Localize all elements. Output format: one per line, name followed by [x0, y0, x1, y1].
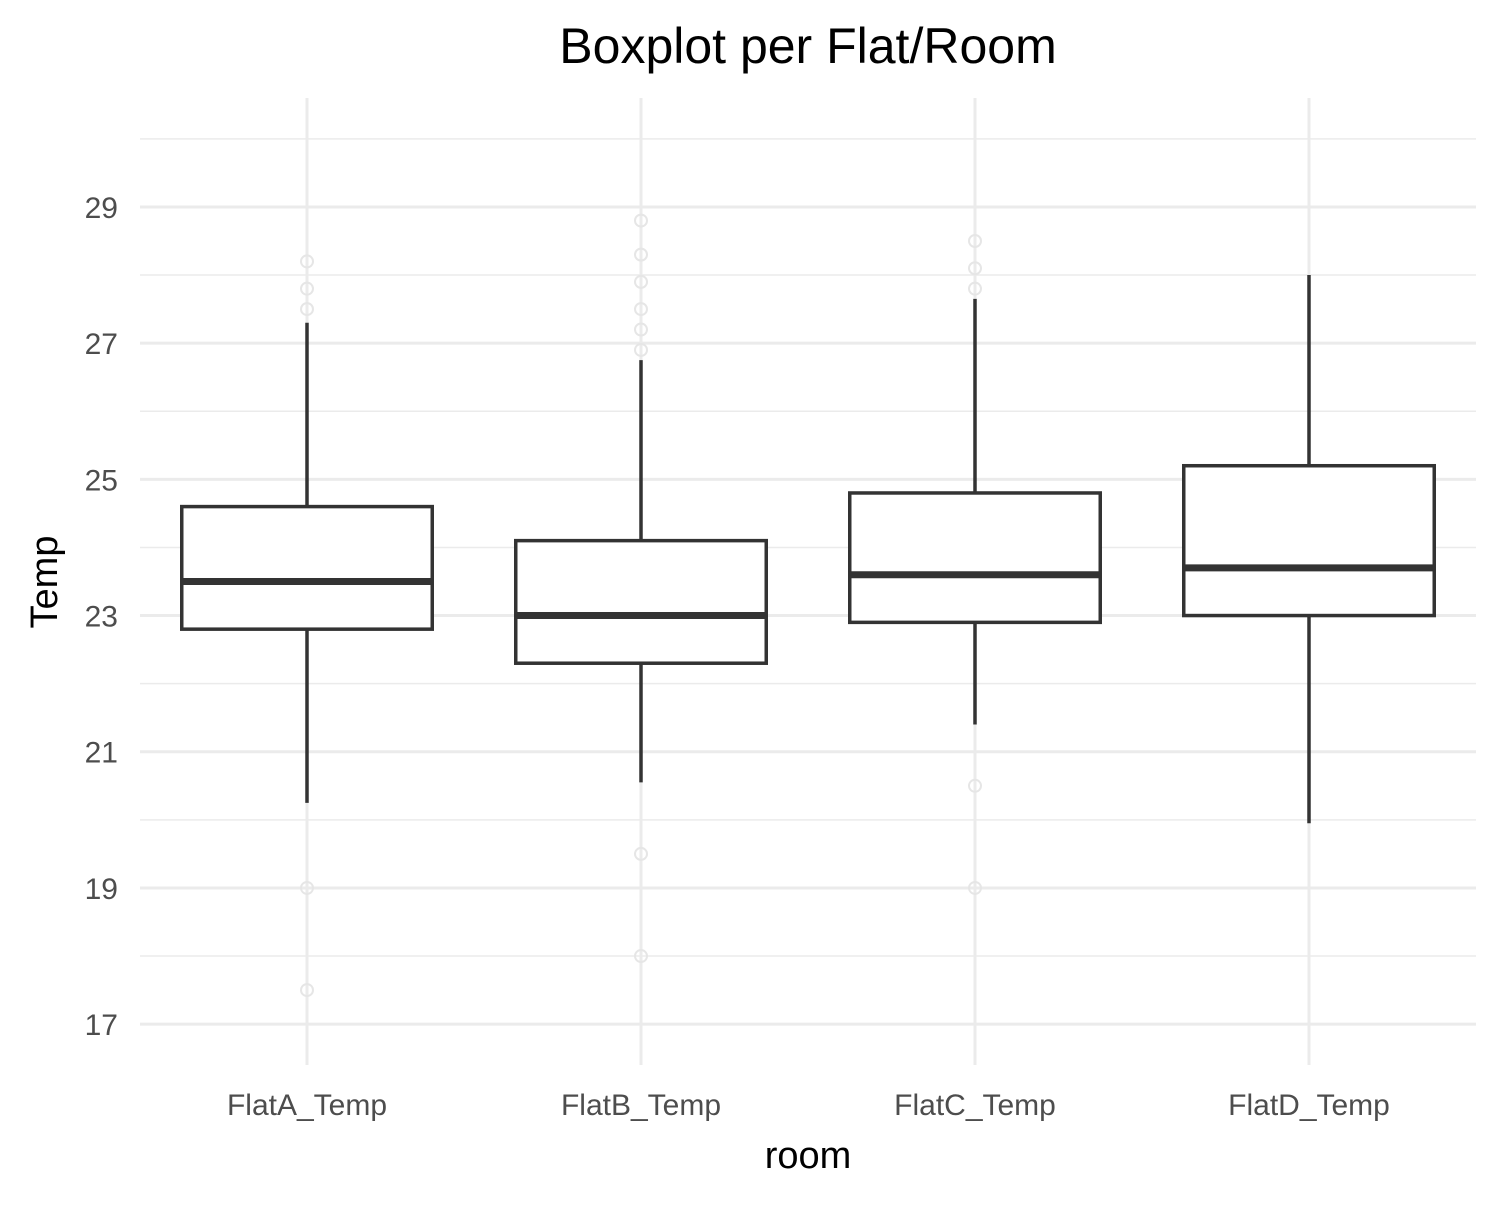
y-tick-label: 29 — [85, 192, 118, 225]
outlier-point — [634, 342, 648, 357]
outlier-point — [968, 261, 982, 276]
outlier-point — [634, 247, 648, 262]
outlier-point — [300, 254, 314, 269]
outlier-point — [300, 983, 314, 998]
box-FlatC_Temp — [848, 298, 1102, 725]
chart-title: Boxplot per Flat/Room — [559, 18, 1056, 74]
y-tick-label: 27 — [85, 328, 118, 361]
outlier-point — [634, 846, 648, 861]
x-axis-title: room — [765, 1135, 852, 1177]
outlier-point — [634, 274, 648, 289]
outlier-point — [634, 322, 648, 337]
box-iqr — [848, 491, 1102, 625]
box-iqr — [180, 504, 434, 631]
box-series — [180, 275, 1436, 824]
box-FlatB_Temp — [514, 360, 768, 783]
y-tick-label: 23 — [85, 601, 118, 634]
outlier-point — [300, 281, 314, 296]
box-FlatA_Temp — [180, 322, 434, 803]
box-FlatD_Temp — [1182, 275, 1436, 824]
outlier-point — [968, 281, 982, 296]
x-tick-label: FlatC_Temp — [894, 1089, 1056, 1122]
box-iqr — [1182, 463, 1436, 618]
y-axis-ticks: 17 19 21 23 25 27 29 — [85, 192, 118, 1042]
outlier-point — [968, 234, 982, 249]
box-iqr — [514, 538, 768, 665]
x-tick-label: FlatB_Temp — [561, 1089, 721, 1122]
y-axis-title: Temp — [24, 536, 66, 629]
outlier-point — [634, 302, 648, 317]
y-tick-label: 17 — [85, 1009, 118, 1042]
outlier-point — [300, 302, 314, 317]
outlier-point — [968, 880, 982, 895]
outlier-point — [300, 880, 314, 895]
x-tick-label: FlatD_Temp — [1228, 1089, 1390, 1122]
y-tick-label: 21 — [85, 737, 118, 770]
outlier-point — [968, 778, 982, 793]
outlier-points — [300, 213, 982, 998]
outlier-point — [634, 213, 648, 228]
x-axis-ticks: FlatA_Temp FlatB_Temp FlatC_Temp FlatD_Temp — [227, 1089, 1390, 1122]
x-tick-label: FlatA_Temp — [227, 1089, 387, 1122]
outlier-point — [634, 949, 648, 964]
y-tick-label: 19 — [85, 873, 118, 906]
y-tick-label: 25 — [85, 464, 118, 497]
